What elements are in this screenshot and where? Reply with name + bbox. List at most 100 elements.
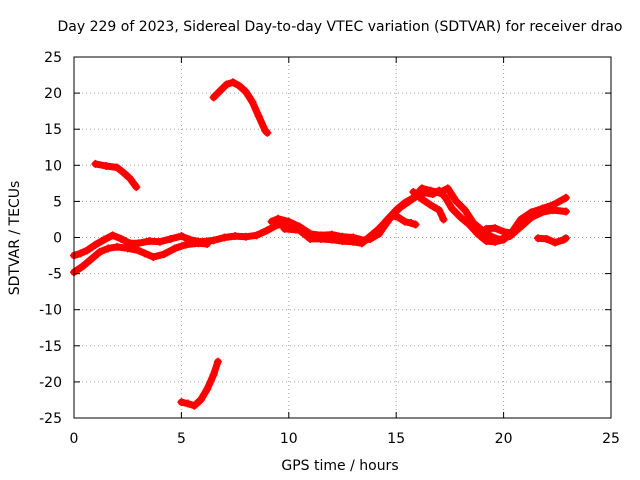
series-arc-short-15	[387, 211, 420, 229]
data-point	[383, 215, 392, 224]
data-point	[183, 399, 192, 408]
data-point	[542, 234, 551, 243]
data-point	[76, 249, 85, 258]
y-tick-label: 15	[44, 122, 62, 138]
series-arc-late	[533, 234, 570, 247]
data-point	[263, 226, 272, 235]
data-point	[112, 242, 121, 251]
data-point	[248, 97, 257, 106]
data-point	[495, 235, 504, 244]
data-point	[460, 206, 469, 215]
data-point	[254, 112, 263, 121]
data-point	[181, 240, 190, 249]
data-point	[435, 188, 444, 197]
data-point	[216, 86, 225, 95]
data-point	[417, 195, 426, 204]
series-arc-top-mid	[209, 78, 272, 137]
data-point	[549, 206, 558, 215]
data-point	[196, 237, 205, 246]
data-point	[409, 188, 418, 197]
series-band	[210, 78, 271, 137]
y-tick-label: 5	[53, 194, 62, 210]
y-tick-label: -20	[39, 375, 62, 391]
data-point	[149, 252, 158, 261]
series-arc-short-17	[409, 188, 448, 224]
data-point	[295, 226, 304, 235]
data-point	[538, 208, 547, 217]
data-point	[134, 239, 143, 248]
data-point	[317, 234, 326, 243]
data-point	[561, 234, 570, 243]
data-point	[407, 219, 416, 228]
data-point	[213, 357, 222, 366]
data-point	[125, 239, 134, 248]
y-tick-label: 25	[44, 50, 62, 66]
data-point	[561, 193, 570, 202]
data-point	[203, 385, 212, 394]
data-point	[491, 224, 500, 233]
data-point	[134, 246, 143, 255]
x-tick-label: 0	[70, 431, 79, 447]
data-point	[411, 220, 420, 229]
x-tick-label: 15	[387, 431, 405, 447]
data-point	[284, 217, 293, 226]
series-arc-top-left	[91, 159, 141, 191]
data-point	[252, 231, 261, 240]
data-point	[155, 237, 164, 246]
data-point	[117, 234, 126, 243]
y-tick-label: 10	[44, 158, 62, 174]
data-point	[102, 162, 111, 171]
data-point	[516, 222, 525, 231]
data-point	[209, 93, 218, 102]
data-point	[166, 234, 175, 243]
data-point	[375, 224, 384, 233]
data-series	[70, 78, 570, 410]
data-point	[78, 262, 87, 271]
data-point	[185, 235, 194, 244]
data-point	[387, 211, 396, 220]
y-tick-label: -5	[48, 267, 62, 283]
y-tick-labels: -25 -20 -15 -10 -5 0 5 10 15 20 25	[39, 50, 62, 427]
data-point	[125, 174, 134, 183]
data-point	[145, 237, 154, 246]
x-axis-label: GPS time / hours	[281, 458, 398, 474]
data-point	[196, 395, 205, 404]
data-point	[439, 215, 448, 224]
data-point	[306, 234, 315, 243]
data-point	[140, 249, 149, 258]
data-point	[392, 206, 401, 215]
data-point	[95, 247, 104, 256]
data-point	[426, 201, 435, 210]
data-point	[426, 186, 435, 195]
chart-title: Day 229 of 2023, Sidereal Day-to-day VTE…	[57, 19, 622, 35]
data-point	[417, 184, 426, 193]
data-point	[452, 197, 461, 206]
series-arc-mid-left	[70, 220, 293, 260]
data-point	[482, 237, 491, 246]
data-point	[561, 207, 570, 216]
data-point	[435, 206, 444, 215]
data-point	[222, 80, 231, 89]
data-point	[160, 250, 169, 259]
y-tick-label: 0	[53, 231, 62, 247]
data-point	[441, 193, 450, 202]
data-point	[400, 198, 409, 207]
data-point	[366, 232, 375, 241]
data-point	[170, 244, 179, 253]
series-band	[482, 224, 516, 237]
data-point	[231, 232, 240, 241]
data-point	[443, 184, 452, 193]
axis-ticks	[73, 56, 612, 419]
data-point	[338, 237, 347, 246]
x-tick-label: 20	[495, 431, 513, 447]
data-point	[91, 159, 100, 168]
data-point	[177, 232, 186, 241]
x-tick-label: 10	[280, 431, 298, 447]
data-point	[327, 235, 336, 244]
data-point	[209, 370, 218, 379]
x-tick-label: 5	[177, 431, 186, 447]
data-point	[132, 182, 141, 191]
y-tick-label: 20	[44, 86, 62, 102]
data-point	[394, 213, 403, 222]
